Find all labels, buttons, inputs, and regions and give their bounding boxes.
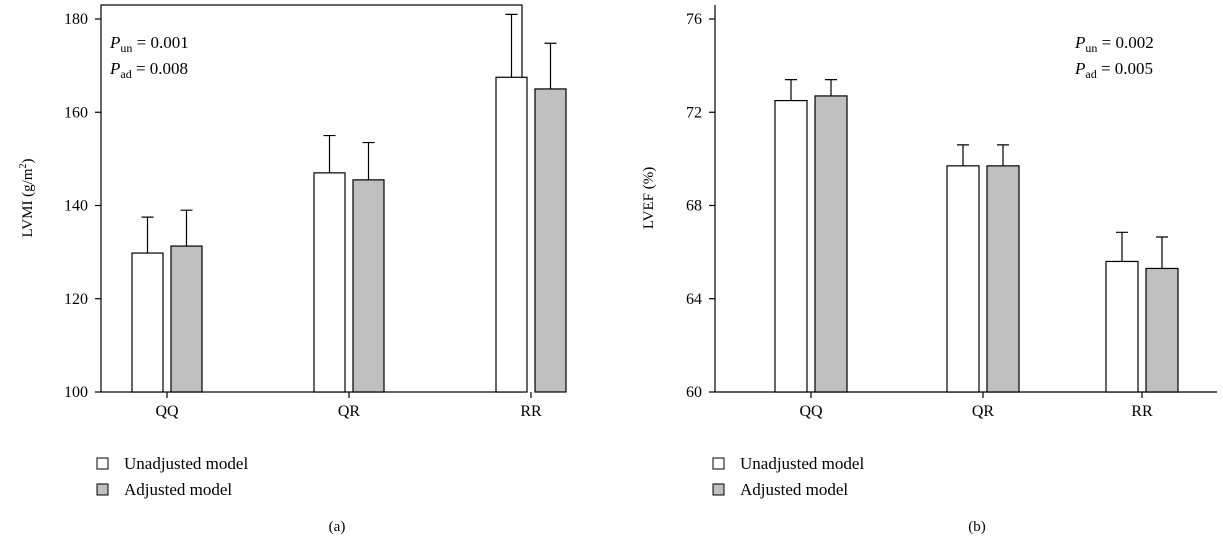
panel-a-error-bar-adjusted-rr (544, 42, 557, 89)
panel-b-error-bar-adjusted-qr (997, 144, 1009, 166)
panel-a-legend-label-adjusted: Adjusted model (124, 480, 232, 499)
panel-b-bar-adjusted-qr (986, 165, 1020, 393)
panel-b-bar-adjusted-rr (1145, 267, 1179, 393)
panel-a-y-tick-label: 100 (64, 384, 88, 401)
panel-b-legend-swatch-adjusted (712, 483, 725, 496)
panel-a-bar-adjusted-qq (170, 245, 203, 393)
panel-b-legend-swatch-unadjusted (712, 457, 725, 470)
panel-a-error-bar-adjusted-qq (180, 209, 193, 247)
panel-b-y-tick-label: 72 (686, 104, 702, 121)
panel-b-p-unadjusted: Pun = 0.002 (1074, 33, 1154, 55)
panel-a-bar-adjusted-rr (534, 88, 567, 393)
panel-a-category-label-rr: RR (520, 403, 542, 420)
panel-b-chart: 60 64 68 72 76 QQ QR RR LVEF (%) Pun = 0.002 P… (641, 5, 1217, 535)
panel-b-bar-unadjusted-rr (1105, 260, 1139, 393)
panel-a-p-unadjusted: Pun = 0.001 (109, 33, 189, 55)
panel-b-y-tick-label: 60 (686, 384, 702, 401)
panel-a-legend-swatch-unadjusted (96, 457, 109, 470)
panel-b-bar-unadjusted-qq (774, 99, 808, 393)
panel-b-error-bar-adjusted-qq (825, 79, 837, 96)
panel-b-category-label-rr: RR (1131, 403, 1153, 420)
panel-b-error-bar-unadjusted-qq (785, 79, 797, 101)
panel-a-bar-unadjusted-qr (313, 172, 346, 393)
panel-b-category-label-qr: QR (972, 403, 995, 420)
panel-a-error-bar-adjusted-qr (362, 141, 375, 180)
panel-b-bar-unadjusted-qr (946, 165, 980, 393)
panel-a-error-bar-unadjusted-rr (505, 13, 518, 78)
panel-a-legend-swatch-adjusted (96, 483, 109, 496)
panel-a-error-bar-unadjusted-qr (323, 134, 336, 173)
panel-a-y-tick-label: 120 (64, 291, 88, 308)
panel-b-error-bar-unadjusted-rr (1116, 231, 1128, 262)
panel-b-bar-adjusted-qq (814, 95, 848, 393)
panel-a-error-bar-unadjusted-qq (141, 216, 154, 254)
panel-b-y-tick-label: 64 (686, 291, 702, 308)
panel-b-category-label-qq: QQ (799, 403, 823, 420)
panel-a-bar-unadjusted-qq (131, 252, 164, 393)
panel-b-p-adjusted: Pad = 0.005 (1074, 59, 1153, 81)
panel-a-y-tick-label: 140 (64, 198, 88, 215)
panel-a-label: (a) (329, 519, 346, 535)
panel-a-legend: Unadjusted model Adjusted model (96, 454, 248, 499)
panel-a-category-label-qq: QQ (155, 403, 179, 420)
panel-a-bar-unadjusted-rr (495, 76, 528, 393)
panel-a-bar-adjusted-qr (352, 179, 385, 393)
panel-b-error-bar-adjusted-rr (1156, 236, 1168, 269)
panel-a-y-tick-label: 160 (64, 104, 88, 121)
panel-b-legend-label-unadjusted: Unadjusted model (740, 454, 864, 473)
panel-b-legend-label-adjusted: Adjusted model (740, 480, 848, 499)
panel-b-y-axis-label: LVEF (%) (641, 167, 657, 229)
panel-a-legend-label-unadjusted: Unadjusted model (124, 454, 248, 473)
panel-a-category-label-qr: QR (338, 403, 361, 420)
panel-b-y-tick-label: 68 (686, 198, 702, 215)
panel-b-legend: Unadjusted model Adjusted model (712, 454, 864, 499)
panel-a-y-axis-label: LVMI (g/m2) (18, 158, 36, 237)
panel-b-label: (b) (968, 519, 986, 535)
panel-a-y-tick-label: 180 (64, 11, 88, 28)
panel-a-p-adjusted: Pad = 0.008 (109, 59, 188, 81)
panel-b-error-bar-unadjusted-qr (957, 144, 969, 166)
panel-b-y-tick-label: 76 (686, 11, 702, 28)
panel-a-chart: 100 120 140 160 180 QQ QR RR LVMI (g/m2) Pun =… (18, 4, 567, 535)
